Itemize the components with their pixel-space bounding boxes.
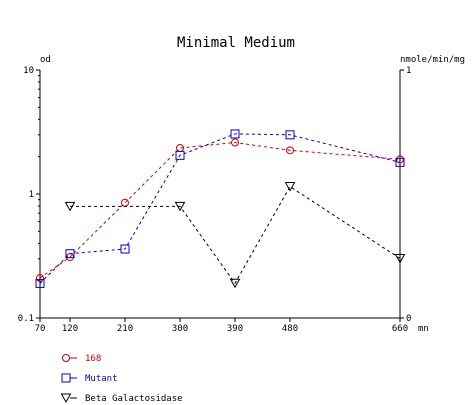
y-left-tick-label: 1 <box>29 190 34 200</box>
legend: 168 Mutant Beta Galactosidase <box>60 354 183 404</box>
data-point <box>394 253 406 264</box>
series-2 <box>64 182 406 289</box>
legend-label: Mutant <box>85 374 118 384</box>
data-point <box>120 244 130 254</box>
x-tick-label: 120 <box>62 324 78 334</box>
y-right-tick-label: 1 <box>406 66 411 76</box>
legend-item: 168 <box>62 354 101 364</box>
series-line <box>39 133 401 284</box>
data-point <box>230 129 240 139</box>
x-axis-label: mn <box>418 324 429 334</box>
series-line <box>39 141 401 279</box>
legend-marker <box>60 393 72 404</box>
legend-label: 168 <box>85 354 101 364</box>
y-left-tick-label: 10 <box>23 66 34 76</box>
x-tick-label: 300 <box>172 324 188 334</box>
axes: 70 120 210 300 390 480 660 0.1 1 10 0 1 <box>18 66 412 334</box>
x-tick-label: 660 <box>392 324 408 334</box>
x-tick-label: 480 <box>282 324 298 334</box>
series-0 <box>36 138 404 283</box>
data-point <box>121 198 129 207</box>
data-point <box>395 157 405 167</box>
y-right-tick-label: 0 <box>406 314 411 324</box>
data-point <box>35 278 45 288</box>
x-tick-label: 70 <box>35 324 46 334</box>
legend-item: Beta Galactosidase <box>60 393 183 404</box>
data-point <box>175 150 185 160</box>
legend-label: Beta Galactosidase <box>85 394 183 404</box>
data-point <box>286 146 294 155</box>
chart-title: Minimal Medium <box>177 35 295 51</box>
data-point <box>64 201 76 212</box>
y-left-tick-label: 0.1 <box>18 314 34 324</box>
series-1 <box>35 129 405 288</box>
plot-area <box>35 129 406 289</box>
y-axis-left-label: od <box>40 55 51 65</box>
data-point <box>174 201 186 212</box>
data-point <box>36 274 44 283</box>
x-tick-label: 210 <box>117 324 133 334</box>
legend-marker <box>61 373 71 383</box>
y-axis-right-label: nmole/min/mg <box>400 55 465 65</box>
data-point <box>231 138 239 147</box>
legend-item: Mutant <box>61 373 118 384</box>
data-point <box>229 278 241 289</box>
x-tick-label: 390 <box>227 324 243 334</box>
series-line <box>70 185 401 285</box>
data-point <box>284 182 296 192</box>
data-point <box>65 249 75 259</box>
data-point <box>285 130 295 140</box>
legend-marker <box>62 354 70 362</box>
